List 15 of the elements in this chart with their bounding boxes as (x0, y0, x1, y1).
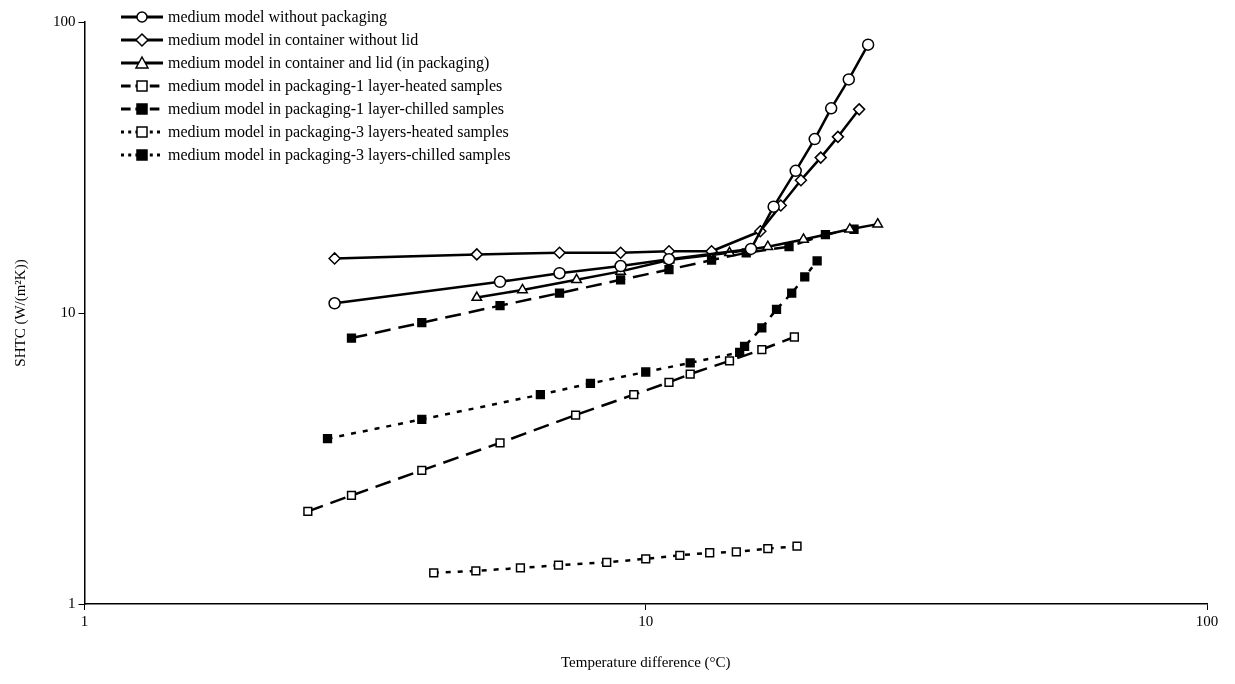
x-axis-title: Temperature difference (°C) (560, 653, 731, 671)
y-tick-label: 100 (53, 12, 76, 29)
x-tick-label: 10 (638, 612, 654, 629)
legend-label: medium model in packaging-3 layers-heated samples (168, 123, 509, 141)
legend-label: medium model without packaging (168, 8, 388, 26)
y-tick-label: 10 (60, 303, 76, 320)
legend-label: medium model in container without lid (168, 31, 419, 49)
legend-label: medium model in packaging-3 layers-chilled samples (168, 146, 511, 164)
x-tick-label: 100 (1195, 612, 1219, 629)
legend-label: medium model in container and lid (in packaging) (168, 54, 490, 72)
y-axis-title: SHTC (W/(m²K)) (11, 259, 29, 367)
legend-label: medium model in packaging-1 layer-chilled samples (168, 100, 505, 118)
y-tick-label: 1 (68, 594, 76, 611)
legend-label: medium model in packaging-1 layer-heated samples (168, 77, 503, 95)
x-tick-label: 1 (80, 612, 89, 629)
